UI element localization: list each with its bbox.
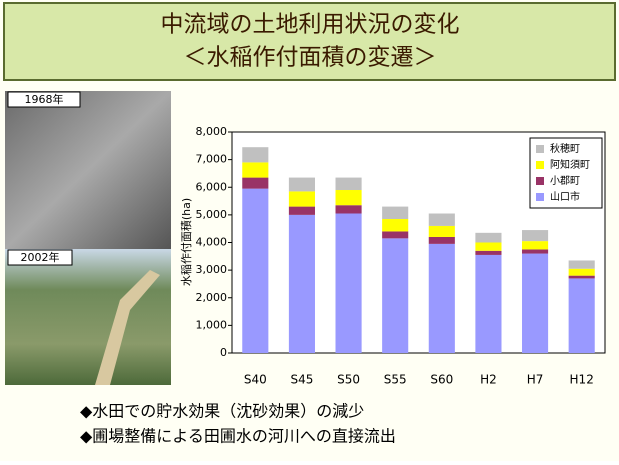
bar-segment xyxy=(382,238,409,353)
bar-segment xyxy=(475,242,502,251)
bar-segment xyxy=(428,213,455,226)
bar-segment xyxy=(522,249,549,254)
x-tick-label: S50 xyxy=(337,373,360,387)
bar-segment xyxy=(475,254,502,353)
bar-segment xyxy=(522,253,549,353)
y-tick-label: 5,000 xyxy=(196,208,228,221)
bar-segment xyxy=(428,243,455,353)
y-tick-label: 2,000 xyxy=(196,291,228,304)
bullet: ◆水田での貯水効果（沈砂効果）の減少 xyxy=(80,402,364,421)
bar-segment xyxy=(428,225,455,237)
bar-segment xyxy=(568,278,595,353)
legend-label: 阿知須町 xyxy=(550,158,590,171)
photo-label-box xyxy=(7,249,73,266)
x-tick-label: S40 xyxy=(244,373,267,387)
photo-label-box xyxy=(7,91,81,108)
bullet: ◆圃場整備による田圃水の河川への直接流出 xyxy=(80,427,396,446)
title: ＜水稲作付面積の変遷＞ xyxy=(184,45,437,71)
bar-segment xyxy=(242,177,269,189)
bar-segment xyxy=(382,219,409,232)
bar-segment xyxy=(428,236,455,244)
bar-segment xyxy=(335,177,362,191)
bar-segment xyxy=(242,162,269,178)
y-axis-label: 水稲作付面積(ha) xyxy=(179,198,193,286)
legend-swatch xyxy=(536,177,544,185)
photo-label: 1968年 xyxy=(25,92,64,106)
river xyxy=(95,270,160,385)
legend-label: 山口市 xyxy=(550,190,580,203)
x-tick-label: H7 xyxy=(527,373,544,387)
y-tick-label: 1,000 xyxy=(196,318,228,331)
bar-segment xyxy=(568,260,595,269)
legend-label: 小郡町 xyxy=(550,175,580,187)
x-tick-label: S55 xyxy=(384,373,407,387)
bar-segment xyxy=(568,268,595,276)
photo-1968 xyxy=(5,91,171,249)
legend-swatch xyxy=(536,145,544,153)
x-tick-label: S45 xyxy=(290,373,313,387)
y-tick-label: 3,000 xyxy=(196,263,228,276)
bar-segment xyxy=(288,177,315,192)
y-tick-label: 0 xyxy=(220,346,227,359)
bar-segment xyxy=(522,241,549,250)
y-tick-label: 6,000 xyxy=(196,180,228,193)
bar-segment xyxy=(335,213,362,353)
bar-segment xyxy=(288,206,315,215)
y-tick-label: 7,000 xyxy=(196,153,228,166)
y-tick-label: 8,000 xyxy=(196,125,228,138)
photo-label: 2002年 xyxy=(21,250,60,264)
bar-segment xyxy=(335,205,362,214)
x-tick-label: H2 xyxy=(480,373,497,387)
bar-segment xyxy=(242,147,269,163)
bar-segment xyxy=(522,230,549,242)
bar-segment xyxy=(335,190,362,206)
bar-segment xyxy=(242,188,269,353)
bar-segment xyxy=(382,206,409,220)
bar-segment xyxy=(288,191,315,207)
x-tick-label: S60 xyxy=(430,373,453,387)
legend-label: 秋穂町 xyxy=(550,142,580,155)
bar-segment xyxy=(382,231,409,239)
y-tick-label: 4,000 xyxy=(196,236,228,249)
x-tick-label: H12 xyxy=(570,373,594,387)
bar-segment xyxy=(475,250,502,255)
title: 中流域の土地利用状況の変化 xyxy=(161,12,460,38)
bar-segment xyxy=(568,275,595,279)
bar-segment xyxy=(288,214,315,353)
photo-2002 xyxy=(5,249,171,385)
title-box xyxy=(3,2,616,81)
bar-segment xyxy=(475,232,502,243)
chart: 0 1,000 2,000 3,000 4,000 5,000 6,000 7,000 8,00… xyxy=(196,125,603,387)
legend-swatch xyxy=(536,193,544,201)
legend-swatch xyxy=(536,161,544,169)
